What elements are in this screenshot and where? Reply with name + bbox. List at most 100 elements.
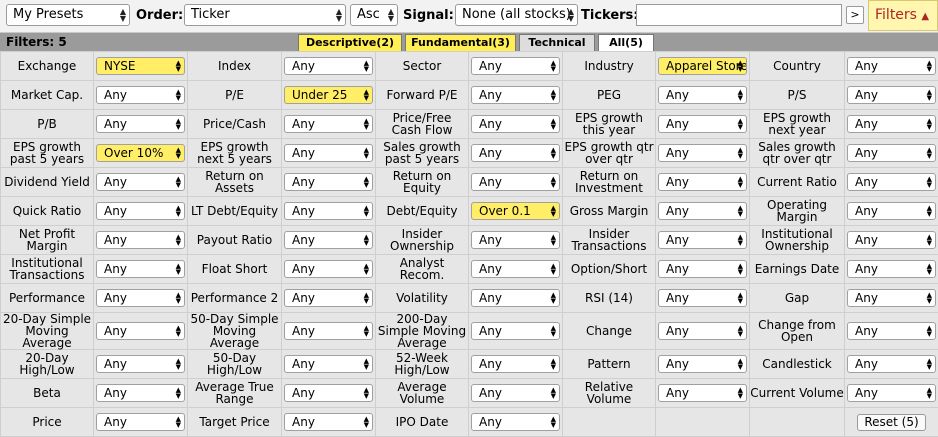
presets-select[interactable]: My Presets▲▼ bbox=[6, 4, 130, 26]
filter-select-sector[interactable]: Any▲▼ bbox=[471, 57, 560, 75]
filter-label-peg: PEG bbox=[563, 81, 656, 110]
filter-select-insider-transactions[interactable]: Any▲▼ bbox=[658, 231, 747, 249]
signal-select[interactable]: None (all stocks)▲▼ bbox=[455, 4, 578, 26]
filter-select-pattern[interactable]: Any▲▼ bbox=[658, 355, 747, 373]
filter-label-price-free-cash-flow: Price/Free Cash Flow bbox=[376, 110, 469, 139]
go-button[interactable]: > bbox=[846, 6, 864, 24]
chevron-updown-icon: ▲▼ bbox=[176, 60, 181, 72]
filter-select-value: Any bbox=[855, 146, 878, 160]
chevron-updown-icon: ▲▼ bbox=[738, 325, 743, 337]
filter-select-p-b[interactable]: Any▲▼ bbox=[96, 115, 185, 133]
filter-select-eps-growth-this-year[interactable]: Any▲▼ bbox=[658, 115, 747, 133]
filter-select-gross-margin[interactable]: Any▲▼ bbox=[658, 202, 747, 220]
filter-select-sales-growth-qtr-over-qtr[interactable]: Any▲▼ bbox=[847, 144, 936, 162]
filter-select-value: Any bbox=[666, 117, 689, 131]
filter-select-lt-debt-equity[interactable]: Any▲▼ bbox=[284, 202, 373, 220]
filter-select-change[interactable]: Any▲▼ bbox=[658, 322, 747, 340]
filter-select-option-short[interactable]: Any▲▼ bbox=[658, 260, 747, 278]
filter-select-value: Any bbox=[479, 175, 502, 189]
tab-technical[interactable]: Technical bbox=[519, 34, 595, 51]
filter-select-average-volume[interactable]: Any▲▼ bbox=[471, 384, 560, 402]
filter-select-exchange[interactable]: NYSE▲▼ bbox=[96, 57, 185, 75]
filter-select-insider-ownership[interactable]: Any▲▼ bbox=[471, 231, 560, 249]
filter-select-price-free-cash-flow[interactable]: Any▲▼ bbox=[471, 115, 560, 133]
filter-select-return-on-assets[interactable]: Any▲▼ bbox=[284, 173, 373, 191]
chevron-updown-icon: ▲▼ bbox=[176, 89, 181, 101]
filter-select-eps-growth-past-5-years[interactable]: Over 10%▲▼ bbox=[96, 144, 185, 162]
filter-select-beta[interactable]: Any▲▼ bbox=[96, 384, 185, 402]
filter-label-average-volume: Average Volume bbox=[376, 379, 469, 408]
filter-control-cell: Any▲▼ bbox=[845, 197, 938, 226]
filter-select-market-cap[interactable]: Any▲▼ bbox=[96, 86, 185, 104]
filter-select-peg[interactable]: Any▲▼ bbox=[658, 86, 747, 104]
filter-select-current-volume[interactable]: Any▲▼ bbox=[847, 384, 936, 402]
filter-select-p-e[interactable]: Under 25▲▼ bbox=[284, 86, 373, 104]
filter-select-float-short[interactable]: Any▲▼ bbox=[284, 260, 373, 278]
filter-label-earnings-date: Earnings Date bbox=[750, 255, 845, 284]
filter-select-20-day-simple-moving-average[interactable]: Any▲▼ bbox=[96, 322, 185, 340]
tab-all[interactable]: All(5) bbox=[598, 34, 654, 51]
filter-select-50-day-high-low[interactable]: Any▲▼ bbox=[284, 355, 373, 373]
reset-button[interactable]: Reset (5) bbox=[857, 414, 925, 431]
filter-select-industry[interactable]: Apparel Stores▲▼ bbox=[658, 57, 747, 75]
filter-select-target-price[interactable]: Any▲▼ bbox=[284, 413, 373, 431]
chevron-updown-icon: ▲▼ bbox=[364, 292, 369, 304]
filter-select-performance-2[interactable]: Any▲▼ bbox=[284, 289, 373, 307]
filter-select-rsi-14[interactable]: Any▲▼ bbox=[658, 289, 747, 307]
filter-select-index[interactable]: Any▲▼ bbox=[284, 57, 373, 75]
filter-label-relative-volume: Relative Volume bbox=[563, 379, 656, 408]
filter-select-average-true-range[interactable]: Any▲▼ bbox=[284, 384, 373, 402]
filter-select-candlestick[interactable]: Any▲▼ bbox=[847, 355, 936, 373]
filter-select-50-day-simple-moving-average[interactable]: Any▲▼ bbox=[284, 322, 373, 340]
filter-select-20-day-high-low[interactable]: Any▲▼ bbox=[96, 355, 185, 373]
filter-select-eps-growth-qtr-over-qtr[interactable]: Any▲▼ bbox=[658, 144, 747, 162]
filter-select-payout-ratio[interactable]: Any▲▼ bbox=[284, 231, 373, 249]
chevron-updown-icon: ▲▼ bbox=[927, 263, 932, 275]
filter-select-eps-growth-next-5-years[interactable]: Any▲▼ bbox=[284, 144, 373, 162]
filter-select-change-from-open[interactable]: Any▲▼ bbox=[847, 322, 936, 340]
chevron-updown-icon: ▲▼ bbox=[176, 176, 181, 188]
filter-select-volatility[interactable]: Any▲▼ bbox=[471, 289, 560, 307]
filter-select-forward-p-e[interactable]: Any▲▼ bbox=[471, 86, 560, 104]
filter-select-sales-growth-past-5-years[interactable]: Any▲▼ bbox=[471, 144, 560, 162]
tab-fundamental[interactable]: Fundamental(3) bbox=[405, 34, 516, 51]
filters-toggle-button[interactable]: Filters ▲ bbox=[868, 0, 938, 31]
filter-select-net-profit-margin[interactable]: Any▲▼ bbox=[96, 231, 185, 249]
filter-select-debt-equity[interactable]: Over 0.1▲▼ bbox=[471, 202, 560, 220]
filter-select-institutional-ownership[interactable]: Any▲▼ bbox=[847, 231, 936, 249]
filter-select-country[interactable]: Any▲▼ bbox=[847, 57, 936, 75]
filter-select-eps-growth-next-year[interactable]: Any▲▼ bbox=[847, 115, 936, 133]
filter-select-return-on-equity[interactable]: Any▲▼ bbox=[471, 173, 560, 191]
direction-select[interactable]: Asc▲▼ bbox=[350, 4, 398, 26]
filter-control-cell: Any▲▼ bbox=[469, 313, 563, 350]
tab-descriptive[interactable]: Descriptive(2) bbox=[298, 34, 402, 51]
filter-select-p-s[interactable]: Any▲▼ bbox=[847, 86, 936, 104]
filter-select-operating-margin[interactable]: Any▲▼ bbox=[847, 202, 936, 220]
filter-select-ipo-date[interactable]: Any▲▼ bbox=[471, 413, 560, 431]
filter-select-analyst-recom[interactable]: Any▲▼ bbox=[471, 260, 560, 278]
filter-select-52-week-high-low[interactable]: Any▲▼ bbox=[471, 355, 560, 373]
filter-select-value: Any bbox=[666, 386, 689, 400]
filter-select-return-on-investment[interactable]: Any▲▼ bbox=[658, 173, 747, 191]
order-select[interactable]: Ticker▲▼ bbox=[184, 4, 346, 26]
filter-select-dividend-yield[interactable]: Any▲▼ bbox=[96, 173, 185, 191]
filter-select-institutional-transactions[interactable]: Any▲▼ bbox=[96, 260, 185, 278]
filter-select-performance[interactable]: Any▲▼ bbox=[96, 289, 185, 307]
tickers-input[interactable] bbox=[636, 4, 842, 26]
filter-select-quick-ratio[interactable]: Any▲▼ bbox=[96, 202, 185, 220]
filter-select-earnings-date[interactable]: Any▲▼ bbox=[847, 260, 936, 278]
filter-control-cell: Any▲▼ bbox=[845, 379, 938, 408]
filter-select-relative-volume[interactable]: Any▲▼ bbox=[658, 384, 747, 402]
filter-select-200-day-simple-moving-average[interactable]: Any▲▼ bbox=[471, 322, 560, 340]
filter-select-price-cash[interactable]: Any▲▼ bbox=[284, 115, 373, 133]
filter-control-cell: Any▲▼ bbox=[469, 139, 563, 168]
filter-select-current-ratio[interactable]: Any▲▼ bbox=[847, 173, 936, 191]
filter-label-institutional-transactions: Institutional Transactions bbox=[1, 255, 94, 284]
filter-select-gap[interactable]: Any▲▼ bbox=[847, 289, 936, 307]
filter-select-value: Any bbox=[479, 324, 502, 338]
filter-select-price[interactable]: Any▲▼ bbox=[96, 413, 185, 431]
